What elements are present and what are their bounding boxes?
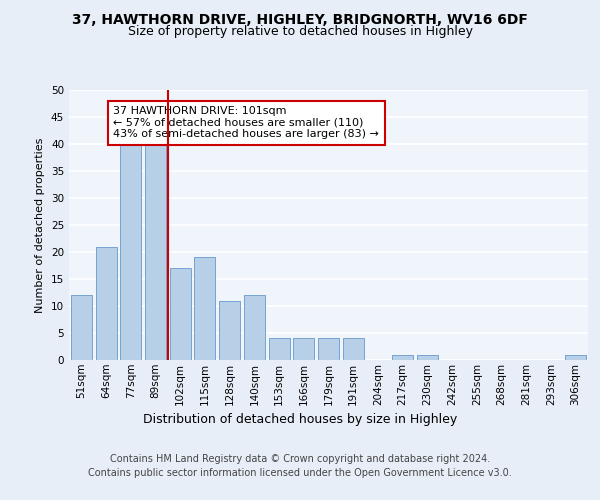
- Bar: [293, 338, 314, 360]
- Bar: [120, 144, 141, 360]
- Bar: [417, 354, 438, 360]
- Text: Distribution of detached houses by size in Highley: Distribution of detached houses by size …: [143, 412, 457, 426]
- Bar: [95, 246, 116, 360]
- Y-axis label: Number of detached properties: Number of detached properties: [35, 138, 46, 312]
- Bar: [269, 338, 290, 360]
- Bar: [565, 354, 586, 360]
- Bar: [244, 295, 265, 360]
- Bar: [194, 258, 215, 360]
- Text: 37, HAWTHORN DRIVE, HIGHLEY, BRIDGNORTH, WV16 6DF: 37, HAWTHORN DRIVE, HIGHLEY, BRIDGNORTH,…: [72, 12, 528, 26]
- Text: Contains HM Land Registry data © Crown copyright and database right 2024.
Contai: Contains HM Land Registry data © Crown c…: [88, 454, 512, 477]
- Text: Size of property relative to detached houses in Highley: Size of property relative to detached ho…: [128, 25, 473, 38]
- Bar: [170, 268, 191, 360]
- Text: 37 HAWTHORN DRIVE: 101sqm
← 57% of detached houses are smaller (110)
43% of semi: 37 HAWTHORN DRIVE: 101sqm ← 57% of detac…: [113, 106, 379, 140]
- Bar: [145, 133, 166, 360]
- Bar: [392, 354, 413, 360]
- Bar: [71, 295, 92, 360]
- Bar: [318, 338, 339, 360]
- Bar: [343, 338, 364, 360]
- Bar: [219, 300, 240, 360]
